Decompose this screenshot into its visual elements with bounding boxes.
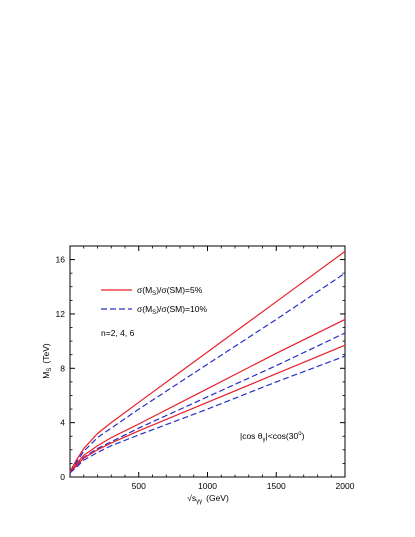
series-line-5: [69, 344, 346, 473]
x-tick-label: 1000: [198, 481, 217, 491]
y-tick-label: 4: [60, 418, 65, 428]
series-line-3: [69, 318, 346, 472]
annotation-angle-cut-close: ): [302, 431, 305, 441]
legend-label-10pct: σ(MS)/σ(SM)=10%: [137, 304, 207, 316]
legend-label-5pct: σ(MS)/σ(SM)=5%: [137, 285, 203, 297]
y-tick-label: 0: [60, 472, 65, 482]
series-layer: [69, 250, 346, 474]
series-line-1: [69, 250, 346, 472]
x-axis-label: √sγγ (GeV): [187, 493, 229, 505]
x-axis-label-unit: (GeV): [206, 493, 229, 503]
x-tick-label: 500: [132, 481, 146, 491]
annotation-angle-cut: |cos θγ|<cos(30o): [240, 431, 305, 443]
annotation-n-values: n=2, 4, 6: [101, 328, 135, 338]
annotation-angle-cut-prefix: |cos θ: [240, 431, 263, 441]
y-axis-label-unit: (TeV): [41, 343, 51, 363]
legend-label-5pct-prefix: σ(M: [137, 285, 152, 295]
x-axis-label-sub: γγ: [196, 499, 202, 505]
legend-label-10pct-sub: S: [152, 310, 156, 316]
annotation-angle-cut-sub: γ: [263, 437, 266, 443]
annotation-angle-cut-sup: o: [298, 431, 302, 437]
legend-label-5pct-sub: S: [152, 291, 156, 297]
legend-label-10pct-suffix: )/σ(SM)=10%: [156, 304, 207, 314]
legend-label-5pct-suffix: )/σ(SM)=5%: [156, 285, 203, 295]
x-axis-label-main: √s: [187, 493, 196, 503]
legend: σ(MS)/σ(SM)=5% σ(MS)/σ(SM)=10%: [101, 285, 207, 316]
axis-ticks: 500 1000 1500 2000 0 4 8 12 16: [56, 246, 355, 491]
y-axis-label-sub: S: [47, 368, 53, 372]
plot-frame: [69, 245, 346, 478]
series-line-6: [69, 355, 346, 474]
y-tick-label: 12: [56, 309, 66, 319]
y-tick-label: 16: [56, 255, 66, 265]
annotation-angle-cut-suffix: |<cos(30: [266, 431, 299, 441]
series-line-2: [69, 272, 346, 473]
y-tick-label: 8: [60, 363, 65, 373]
legend-label-10pct-prefix: σ(M: [137, 304, 152, 314]
y-axis-label: MS (TeV): [41, 343, 53, 379]
x-tick-label: 2000: [336, 481, 355, 491]
y-axis-label-main: M: [41, 372, 51, 379]
x-tick-label: 1500: [267, 481, 286, 491]
